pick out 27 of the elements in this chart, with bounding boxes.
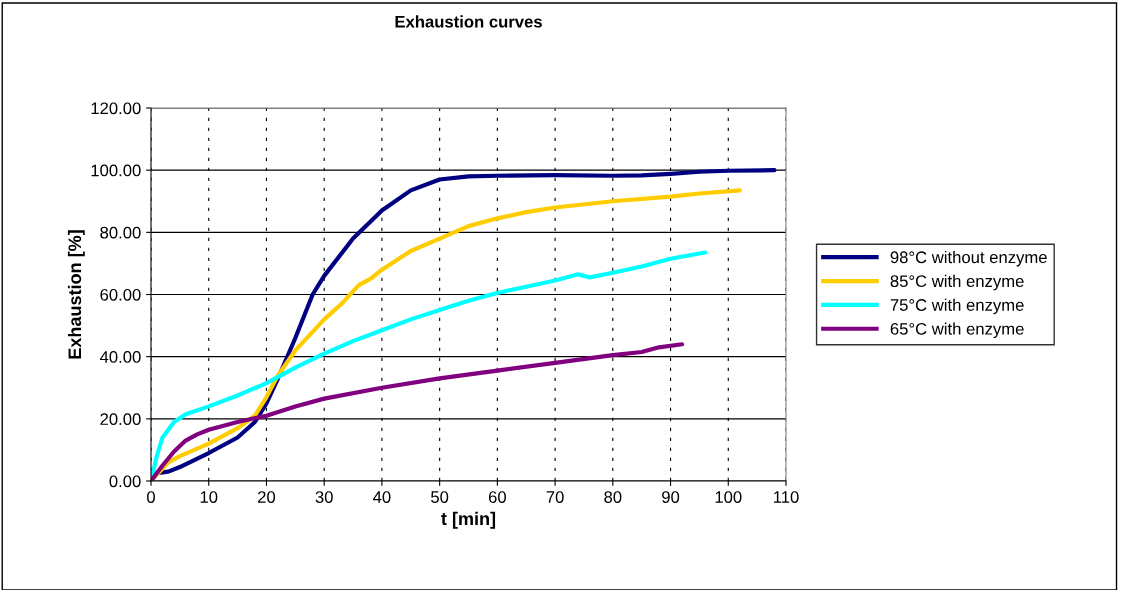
chart-title: Exhaustion curves <box>395 15 542 28</box>
x-tick-label: 100 <box>715 491 742 503</box>
x-tick-label: 90 <box>662 491 680 503</box>
legend-label: 98°C without enzyme <box>890 250 1047 267</box>
x-tick-label: 30 <box>315 491 333 503</box>
y-tick-label: 0.00 <box>109 475 141 488</box>
legend-label: 85°C with enzyme <box>890 274 1024 291</box>
x-tick-label: 20 <box>258 491 276 503</box>
x-axis-title: t [min] <box>441 511 496 529</box>
x-tick-label: 70 <box>546 491 564 503</box>
y-tick-label: 120.00 <box>91 102 141 115</box>
x-tick-label: 110 <box>773 491 799 503</box>
y-axis-title: Exhaustion [%] <box>67 230 85 359</box>
y-tick-label: 20.00 <box>100 413 141 426</box>
x-tick-label: 60 <box>488 491 506 503</box>
legend-label: 65°C with enzyme <box>890 322 1024 339</box>
y-tick-label: 100.00 <box>91 164 141 177</box>
x-tick-label: 80 <box>604 491 622 503</box>
x-tick-label: 10 <box>200 491 218 503</box>
x-tick-label: 40 <box>373 491 391 503</box>
x-tick-label: 50 <box>431 491 449 503</box>
y-tick-label: 60.00 <box>100 288 141 301</box>
line-series <box>151 342 685 481</box>
x-tick-label: 0 <box>147 491 155 503</box>
legend-label: 75°C with enzyme <box>890 298 1024 315</box>
y-tick-label: 40.00 <box>99 351 141 363</box>
y-tick-label: 80.00 <box>100 226 141 239</box>
